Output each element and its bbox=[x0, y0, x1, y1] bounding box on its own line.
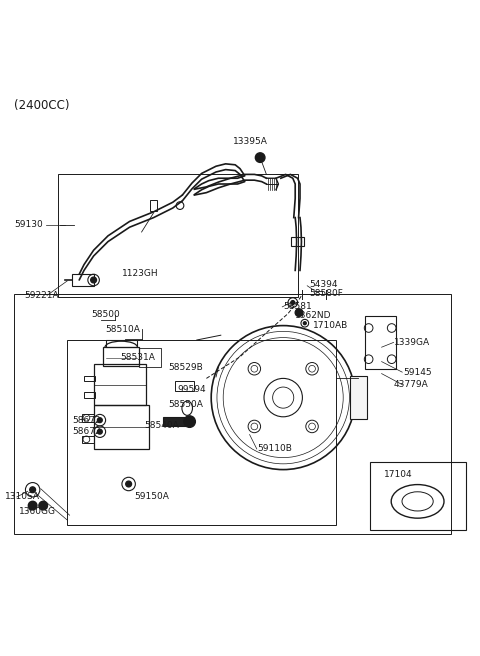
Bar bbox=[82, 436, 94, 443]
Text: 58672: 58672 bbox=[72, 416, 101, 424]
Text: 58672: 58672 bbox=[72, 427, 101, 436]
Circle shape bbox=[30, 487, 36, 493]
Bar bbox=[370, 462, 466, 529]
Bar bbox=[150, 200, 157, 211]
Text: 58529B: 58529B bbox=[168, 363, 203, 372]
Circle shape bbox=[303, 321, 306, 325]
Bar bbox=[84, 375, 95, 381]
Circle shape bbox=[39, 501, 48, 510]
Text: 1362ND: 1362ND bbox=[295, 311, 331, 320]
Text: 59145: 59145 bbox=[403, 367, 432, 377]
Text: 58500: 58500 bbox=[91, 310, 120, 319]
Bar bbox=[163, 417, 187, 426]
Text: 58581: 58581 bbox=[283, 302, 312, 312]
Bar bbox=[106, 340, 137, 347]
Text: 58510A: 58510A bbox=[106, 325, 141, 334]
Bar bbox=[82, 415, 94, 422]
Text: 58580F: 58580F bbox=[310, 289, 344, 298]
Text: 1310SA: 1310SA bbox=[5, 493, 40, 501]
Circle shape bbox=[295, 309, 303, 316]
Text: 1123GH: 1123GH bbox=[122, 269, 159, 277]
Text: 59150A: 59150A bbox=[134, 493, 169, 501]
Text: 99594: 99594 bbox=[178, 385, 206, 394]
Text: 58540A: 58540A bbox=[144, 421, 179, 430]
Bar bbox=[94, 405, 149, 449]
Circle shape bbox=[255, 153, 265, 163]
Text: 58531A: 58531A bbox=[120, 354, 155, 362]
Text: 59110B: 59110B bbox=[257, 445, 292, 453]
Bar bbox=[94, 364, 146, 405]
Bar bbox=[72, 274, 94, 286]
Text: 59221A: 59221A bbox=[24, 291, 59, 300]
Circle shape bbox=[126, 481, 132, 487]
Bar bbox=[350, 376, 367, 419]
Text: 54394: 54394 bbox=[310, 280, 338, 289]
Bar bbox=[365, 316, 396, 369]
Bar bbox=[84, 392, 95, 398]
Bar bbox=[67, 340, 336, 525]
Bar bbox=[175, 380, 194, 392]
Text: (2400CC): (2400CC) bbox=[14, 98, 70, 112]
Text: 1360GG: 1360GG bbox=[19, 507, 56, 516]
Text: 59130: 59130 bbox=[14, 220, 43, 230]
Text: 1710AB: 1710AB bbox=[312, 321, 348, 329]
Text: 13395A: 13395A bbox=[233, 137, 268, 146]
Text: 43779A: 43779A bbox=[394, 380, 428, 389]
Circle shape bbox=[184, 416, 195, 427]
Circle shape bbox=[97, 429, 102, 434]
Circle shape bbox=[97, 418, 102, 422]
Bar bbox=[103, 347, 139, 367]
Bar bbox=[291, 237, 304, 247]
Bar bbox=[58, 174, 298, 297]
Text: 58550A: 58550A bbox=[168, 400, 203, 409]
Circle shape bbox=[28, 501, 37, 510]
Text: 1339GA: 1339GA bbox=[394, 338, 430, 347]
Circle shape bbox=[291, 300, 295, 304]
Bar bbox=[14, 295, 451, 535]
Text: 17104: 17104 bbox=[384, 470, 413, 479]
Circle shape bbox=[91, 277, 96, 283]
